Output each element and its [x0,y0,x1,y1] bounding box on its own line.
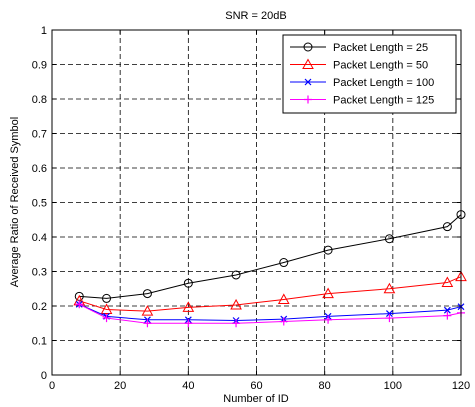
series-line [79,303,462,324]
y-tick-label: 0.1 [32,336,47,348]
axis-ticks: 0 20 40 60 80 100 120 0 0.1 0.2 0.3 0.4 0.5 0.6 0.7 0.8… [32,25,470,392]
series-1 [74,210,466,303]
y-tick-label: 0.7 [32,129,47,141]
legend-marker [302,58,314,69]
data-point [183,278,193,288]
legend-item: Packet Length = 100 [290,77,434,89]
series-line [79,214,462,299]
y-tick-label: 1 [41,25,47,37]
data-point [75,300,84,309]
data-point [323,245,333,255]
data-point [142,289,152,299]
data-point [441,276,454,288]
y-tick-label: 0.8 [32,94,47,106]
data-point [324,315,333,324]
y-axis-label: Average Ratio of Received Symbol [9,117,21,287]
data-point [383,282,396,294]
data-point [100,303,113,314]
y-tick-label: 0.6 [32,163,47,175]
legend-marker [303,42,313,52]
data-point [443,311,452,320]
data-point [279,258,289,268]
x-tick-label: 20 [114,380,126,392]
data-point [277,293,290,304]
data-point [182,301,195,312]
chart-title: SNR = 20dB [225,10,286,22]
legend-label: Packet Length = 50 [333,60,428,72]
plot-frame [51,29,462,376]
data-point [141,305,154,316]
x-tick-label: 60 [250,380,262,392]
data-point [143,319,152,328]
data-point [385,314,394,323]
series-2 [73,270,467,316]
legend-item: Packet Length = 125 [290,95,434,107]
data-point [231,270,241,280]
data-point [279,317,288,326]
y-tick-label: 0.2 [32,301,47,313]
legend-label: Packet Length = 25 [333,42,428,54]
data-point [386,310,393,318]
data-point [230,298,242,310]
x-tick-label: 120 [452,380,470,392]
data-point [442,222,452,232]
y-tick-label: 0.9 [32,60,47,72]
y-tick-label: 0.3 [32,267,47,279]
data-point [102,293,112,303]
x-tick-label: 40 [182,380,194,392]
series-4 [75,300,465,328]
x-axis-label: Number of ID [223,393,288,405]
legend-label: Packet Length = 125 [333,95,434,107]
legend: Packet Length = 25 Packet Length = 50 Pack… [282,34,457,114]
data-point [184,319,193,328]
y-tick-label: 0 [41,370,47,382]
x-tick-label: 100 [384,380,402,392]
series-line [79,276,462,312]
y-tick-label: 0.5 [32,198,47,210]
data-point [322,287,334,299]
legend-marker [304,95,312,104]
legend-item: Packet Length = 50 [290,58,428,72]
legend-label: Packet Length = 100 [333,77,434,89]
legend-item: Packet Length = 25 [290,42,428,54]
x-tick-label: 80 [319,380,331,392]
data-point [102,314,111,323]
legend-marker [304,78,312,86]
data-point [384,234,394,244]
x-tick-label: 0 [49,380,55,392]
data-point [443,306,451,314]
y-tick-label: 0.4 [32,232,47,244]
data-point [232,319,241,328]
series-line [79,303,462,321]
